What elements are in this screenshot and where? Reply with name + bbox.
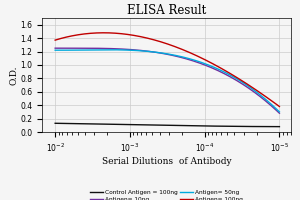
Antigen= 10ng <box>142 50 146 52</box>
Antigen= 50ng <box>217 68 220 71</box>
Antigen= 100ng <box>278 105 281 108</box>
Antigen= 100ng <box>53 39 57 41</box>
Antigen= 10ng <box>126 48 130 51</box>
Control Antigen = 100ng <box>215 125 219 127</box>
Antigen= 100ng <box>143 36 146 39</box>
Antigen= 100ng <box>102 32 105 34</box>
Antigen= 50ng <box>53 49 57 51</box>
Antigen= 50ng <box>127 49 130 51</box>
X-axis label: Serial Dilutions  of Antibody: Serial Dilutions of Antibody <box>102 157 231 166</box>
Antigen= 100ng <box>127 33 130 36</box>
Antigen= 100ng <box>80 33 84 35</box>
Y-axis label: O.D.: O.D. <box>10 65 19 85</box>
Antigen= 100ng <box>195 55 199 57</box>
Antigen= 100ng <box>217 66 220 68</box>
Line: Antigen= 50ng: Antigen= 50ng <box>55 50 279 112</box>
Control Antigen = 100ng <box>53 122 57 124</box>
Antigen= 50ng <box>278 111 281 113</box>
Antigen= 10ng <box>194 61 198 63</box>
Line: Antigen= 100ng: Antigen= 100ng <box>55 33 279 107</box>
Antigen= 100ng <box>216 65 219 68</box>
Antigen= 10ng <box>278 112 281 114</box>
Line: Antigen= 10ng: Antigen= 10ng <box>55 48 279 113</box>
Control Antigen = 100ng <box>126 123 130 126</box>
Antigen= 50ng <box>216 68 219 70</box>
Legend: Control Antigen = 100ng, Antigen= 10ng, Antigen= 50ng, Antigen= 100ng: Control Antigen = 100ng, Antigen= 10ng, … <box>88 187 245 200</box>
Antigen= 10ng <box>80 47 84 49</box>
Antigen= 10ng <box>53 47 57 49</box>
Control Antigen = 100ng <box>216 125 220 127</box>
Control Antigen = 100ng <box>142 124 146 126</box>
Antigen= 10ng <box>216 69 220 72</box>
Line: Control Antigen = 100ng: Control Antigen = 100ng <box>55 123 279 127</box>
Antigen= 50ng <box>195 60 199 62</box>
Control Antigen = 100ng <box>278 125 281 128</box>
Antigen= 50ng <box>80 49 84 51</box>
Antigen= 10ng <box>215 69 219 71</box>
Antigen= 50ng <box>143 50 146 52</box>
Control Antigen = 100ng <box>80 123 84 125</box>
Control Antigen = 100ng <box>194 125 198 127</box>
Antigen= 50ng <box>105 49 109 51</box>
Title: ELISA Result: ELISA Result <box>127 4 206 17</box>
